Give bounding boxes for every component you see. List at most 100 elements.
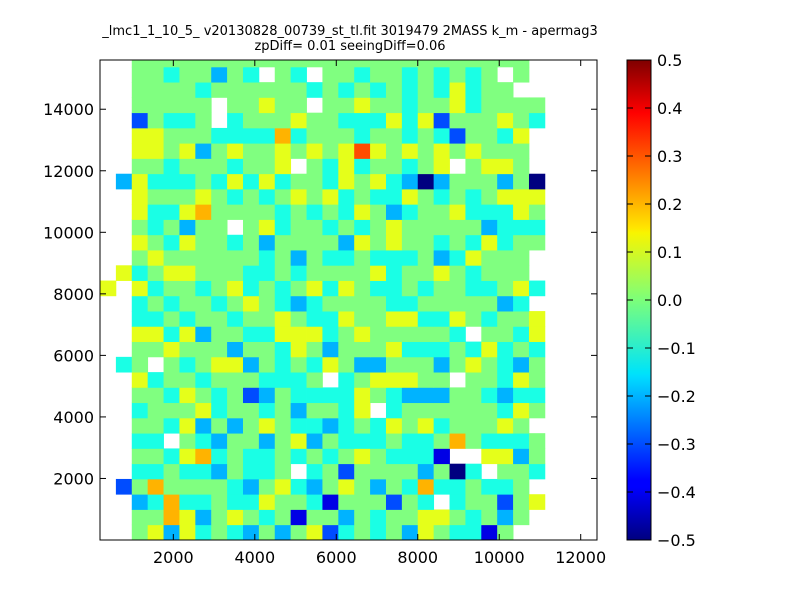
- heatmap-cell: [497, 265, 514, 281]
- heatmap-cell: [417, 188, 435, 205]
- heatmap-cell: [449, 82, 466, 98]
- heatmap-cell: [131, 143, 149, 159]
- heatmap-cell: [179, 97, 196, 114]
- heatmap-cell: [322, 387, 339, 404]
- heatmap-cell: [242, 448, 260, 465]
- heatmap-cell: [338, 478, 355, 495]
- heatmap-cell: [338, 112, 355, 129]
- colorbar-tick-label: 0.2: [657, 195, 682, 214]
- heatmap-cell: [385, 356, 403, 373]
- heatmap-cell: [290, 478, 307, 495]
- heatmap-cell: [179, 311, 196, 327]
- heatmap-cell: [338, 82, 355, 98]
- heatmap-cell: [227, 524, 244, 541]
- heatmap-cell: [258, 433, 276, 449]
- heatmap-cell: [497, 509, 514, 526]
- heatmap-cell: [433, 127, 450, 144]
- heatmap-cell: [497, 402, 514, 419]
- heatmap-cell: [449, 265, 466, 281]
- heatmap-cell: [417, 295, 435, 312]
- heatmap-cell: [449, 173, 466, 190]
- heatmap-cell: [449, 311, 466, 327]
- heatmap-cell: [433, 60, 450, 68]
- heatmap-cell: [306, 524, 323, 541]
- heatmap-cell: [449, 387, 466, 404]
- heatmap-cell: [481, 219, 498, 236]
- heatmap-cell: [274, 372, 292, 388]
- heatmap-cell: [385, 82, 403, 98]
- heatmap-cell: [242, 433, 260, 449]
- heatmap-cell: [401, 280, 419, 297]
- heatmap-cell: [417, 356, 435, 373]
- heatmap-cell: [211, 280, 228, 297]
- heatmap-cell: [481, 509, 498, 526]
- heatmap-cell: [528, 387, 546, 404]
- heatmap-cell: [354, 143, 371, 159]
- heatmap-cell: [385, 143, 403, 159]
- heatmap-cell: [163, 356, 180, 373]
- heatmap-cell: [290, 356, 307, 373]
- heatmap-cell: [306, 204, 323, 220]
- heatmap-cell: [465, 265, 482, 281]
- heatmap-cell: [195, 295, 212, 312]
- heatmap-cell: [465, 173, 482, 190]
- heatmap-cell: [449, 341, 466, 358]
- heatmap-cell: [163, 387, 180, 404]
- heatmap-cell: [528, 402, 546, 419]
- heatmap-cell: [163, 341, 180, 358]
- heatmap-cell: [417, 417, 435, 434]
- heatmap-cell: [306, 356, 323, 373]
- heatmap-cell: [385, 326, 403, 342]
- heatmap-cell: [274, 402, 292, 419]
- heatmap-cell: [163, 448, 180, 465]
- heatmap-cell: [179, 524, 196, 541]
- heatmap-cell: [147, 219, 164, 236]
- heatmap-cell: [497, 250, 514, 266]
- heatmap-cell: [163, 112, 180, 129]
- heatmap-cell: [513, 509, 530, 526]
- heatmap-cell: [401, 204, 419, 220]
- heatmap-cell: [227, 173, 244, 190]
- heatmap-cell: [322, 417, 339, 434]
- heatmap-cell: [131, 326, 149, 342]
- heatmap-cell: [242, 463, 260, 480]
- heatmap-cell: [338, 402, 355, 419]
- heatmap-cell: [354, 448, 371, 465]
- heatmap-cell: [385, 509, 403, 526]
- heatmap-cell: [497, 280, 514, 297]
- heatmap-cell: [274, 478, 292, 495]
- heatmap-cell: [513, 219, 530, 236]
- heatmap-cell: [354, 326, 371, 342]
- heatmap-cell: [354, 417, 371, 434]
- heatmap-cell: [195, 234, 212, 251]
- heatmap-cell: [338, 387, 355, 404]
- heatmap-cell: [290, 82, 307, 98]
- heatmap-cell: [497, 433, 514, 449]
- heatmap-cell: [370, 143, 387, 159]
- heatmap-cell: [497, 295, 514, 312]
- heatmap-cell: [227, 311, 244, 327]
- heatmap-cell: [227, 341, 244, 358]
- heatmap-cell: [417, 326, 435, 342]
- heatmap-cell: [370, 158, 387, 175]
- heatmap-cell: [481, 97, 498, 114]
- heatmap-cell: [290, 204, 307, 220]
- heatmap-cell: [179, 250, 196, 266]
- heatmap-cell: [481, 60, 498, 68]
- heatmap-cell: [513, 60, 530, 68]
- heatmap-cell: [322, 82, 339, 98]
- heatmap-cell: [227, 158, 244, 175]
- colorbar-tick-label: 0.3: [657, 147, 682, 166]
- heatmap-cell: [211, 234, 228, 251]
- heatmap-cell: [465, 250, 482, 266]
- heatmap-cell: [433, 341, 450, 358]
- heatmap-cell: [147, 143, 164, 159]
- heatmap-cell: [449, 509, 466, 526]
- heatmap-cell: [322, 219, 339, 236]
- heatmap-cell: [513, 234, 530, 251]
- y-tick-label: 6000: [53, 346, 94, 365]
- heatmap-cell: [354, 524, 371, 541]
- heatmap-cell: [274, 112, 292, 129]
- heatmap-cell: [354, 97, 371, 114]
- heatmap-cell: [290, 494, 307, 510]
